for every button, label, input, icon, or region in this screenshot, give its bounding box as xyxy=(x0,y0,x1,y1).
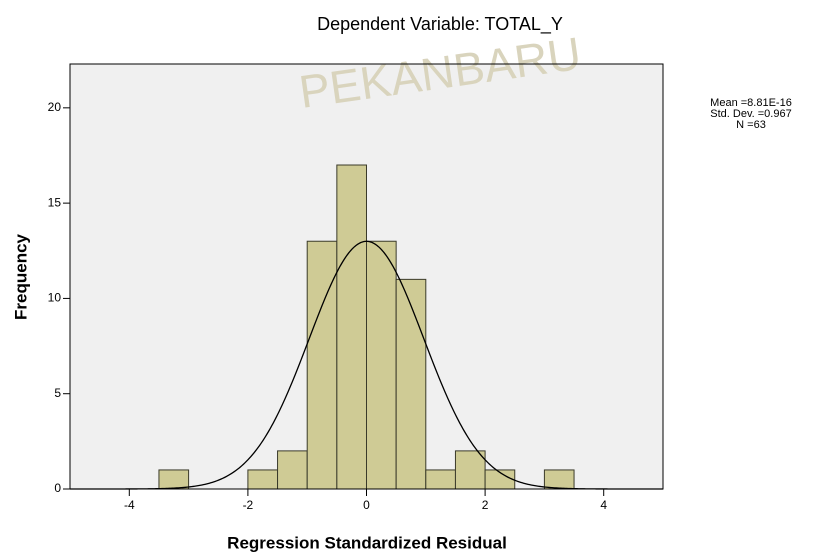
bar xyxy=(367,241,397,489)
bar xyxy=(455,451,485,489)
y-tick-label: 20 xyxy=(48,100,62,114)
bar xyxy=(278,451,308,489)
y-axis-label: Frequency xyxy=(11,233,30,320)
x-tick-label: -2 xyxy=(243,498,254,512)
chart: PEKANBARU Dependent Variable: TOTAL_Y Re… xyxy=(0,0,822,555)
x-tick-label: 0 xyxy=(363,498,370,512)
y-tick-label: 5 xyxy=(54,386,61,400)
page: PEKANBARU Dependent Variable: TOTAL_Y Re… xyxy=(0,0,822,555)
y-tick-label: 0 xyxy=(54,481,61,495)
bar xyxy=(426,470,456,489)
bar xyxy=(337,165,367,489)
x-tick-label: 2 xyxy=(482,498,489,512)
bar xyxy=(248,470,278,489)
bar xyxy=(396,279,426,489)
bar xyxy=(544,470,574,489)
y-tick-label: 15 xyxy=(48,195,62,209)
x-tick-label: -4 xyxy=(124,498,135,512)
x-axis-label: Regression Standardized Residual xyxy=(227,533,507,552)
bar xyxy=(307,241,337,489)
bar xyxy=(159,470,189,489)
y-tick-label: 10 xyxy=(48,291,62,305)
chart-title: Dependent Variable: TOTAL_Y xyxy=(317,14,563,35)
stats-label: N =63 xyxy=(736,119,766,131)
x-tick-label: 4 xyxy=(600,498,607,512)
